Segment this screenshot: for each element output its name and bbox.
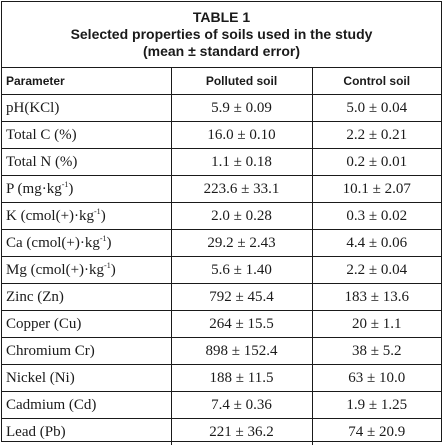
control-soil-value: 4.4 ± 0.06: [312, 230, 441, 257]
unit-close: ): [107, 235, 112, 251]
polluted-soil-value: 264 ± 15.5: [171, 311, 312, 338]
parameter-label: Total N (%): [6, 154, 77, 170]
parameter-cell: Nickel (Ni): [2, 365, 171, 392]
parameter-cell: Copper (Cu): [2, 311, 171, 338]
header-control-soil: Control soil: [312, 68, 441, 95]
control-soil-value: 0.2 ± 0.01: [312, 149, 441, 176]
polluted-soil-value: 792 ± 45.4: [171, 284, 312, 311]
control-soil-value: 183 ± 13.6: [312, 284, 441, 311]
polluted-soil-value: 188 ± 11.5: [171, 365, 312, 392]
parameter-cell: P (mg·kg-1): [2, 176, 171, 203]
header-parameter: Parameter: [2, 68, 171, 95]
control-soil-value: 10.1 ± 2.07: [312, 176, 441, 203]
parameter-label: Chromium Cr): [6, 343, 95, 359]
parameter-label: Total C (%): [6, 127, 77, 143]
header-polluted-soil: Polluted soil: [171, 68, 312, 95]
unit-close: ): [111, 262, 116, 278]
polluted-soil-value: 221 ± 36.2: [171, 419, 312, 445]
control-soil-value: 74 ± 20.9: [312, 419, 441, 445]
table-caption: TABLE 1 Selected properties of soils use…: [2, 2, 441, 68]
unit-exponent: -1: [104, 261, 111, 270]
parameter-cell: Mg (cmol(+)·kg-1): [2, 257, 171, 284]
header-row: Parameter Polluted soil Control soil: [2, 68, 441, 95]
control-soil-value: 0.3 ± 0.02: [312, 203, 441, 230]
polluted-soil-value: 16.0 ± 0.10: [171, 122, 312, 149]
unit-close: ): [68, 181, 73, 197]
control-soil-value: 5.0 ± 0.04: [312, 95, 441, 122]
parameter-cell: Lead (Pb): [2, 419, 171, 445]
parameter-cell: pH(KCl): [2, 95, 171, 122]
parameter-cell: K (cmol(+)·kg-1): [2, 203, 171, 230]
parameter-cell: Zinc (Zn): [2, 284, 171, 311]
table-title: TABLE 1: [2, 9, 441, 26]
polluted-soil-value: 223.6 ± 33.1: [171, 176, 312, 203]
parameter-label: Zinc (Zn): [6, 289, 64, 305]
polluted-soil-value: 1.1 ± 0.18: [171, 149, 312, 176]
parameter-label: K (cmol(+)·kg: [6, 208, 94, 224]
parameter-label: Mg (cmol(+)·kg: [6, 262, 104, 278]
parameter-cell: Total C (%): [2, 122, 171, 149]
table-subtitle-note: (mean ± standard error): [2, 43, 441, 60]
parameter-cell: Cadmium (Cd): [2, 392, 171, 419]
table-subtitle: Selected properties of soils used in the…: [2, 26, 441, 43]
parameter-cell: Chromium Cr): [2, 338, 171, 365]
unit-exponent: -1: [100, 234, 107, 243]
polluted-soil-value: 29.2 ± 2.43: [171, 230, 312, 257]
parameter-label: P (mg·kg: [6, 181, 62, 197]
control-soil-value: 2.2 ± 0.04: [312, 257, 441, 284]
control-soil-value: 63 ± 10.0: [312, 365, 441, 392]
control-soil-value: 2.2 ± 0.21: [312, 122, 441, 149]
control-soil-value: 1.9 ± 1.25: [312, 392, 441, 419]
polluted-soil-value: 898 ± 152.4: [171, 338, 312, 365]
parameter-cell: Ca (cmol(+)·kg-1): [2, 230, 171, 257]
parameter-label: Ca (cmol(+)·kg: [6, 235, 100, 251]
polluted-soil-value: 5.9 ± 0.09: [171, 95, 312, 122]
control-soil-value: 38 ± 5.2: [312, 338, 441, 365]
parameter-label: pH(KCl): [6, 100, 59, 116]
polluted-soil-value: 2.0 ± 0.28: [171, 203, 312, 230]
parameter-label: Cadmium (Cd): [6, 397, 96, 413]
parameter-cell: Total N (%): [2, 149, 171, 176]
unit-close: ): [101, 208, 106, 224]
unit-exponent: -1: [94, 207, 101, 216]
polluted-soil-value: 7.4 ± 0.36: [171, 392, 312, 419]
parameter-label: Lead (Pb): [6, 424, 66, 440]
parameter-label: Nickel (Ni): [6, 370, 75, 386]
polluted-soil-value: 5.6 ± 1.40: [171, 257, 312, 284]
control-soil-value: 20 ± 1.1: [312, 311, 441, 338]
parameter-label: Copper (Cu): [6, 316, 81, 332]
data-table: Parameter Polluted soil Control soil pH(…: [2, 68, 441, 445]
